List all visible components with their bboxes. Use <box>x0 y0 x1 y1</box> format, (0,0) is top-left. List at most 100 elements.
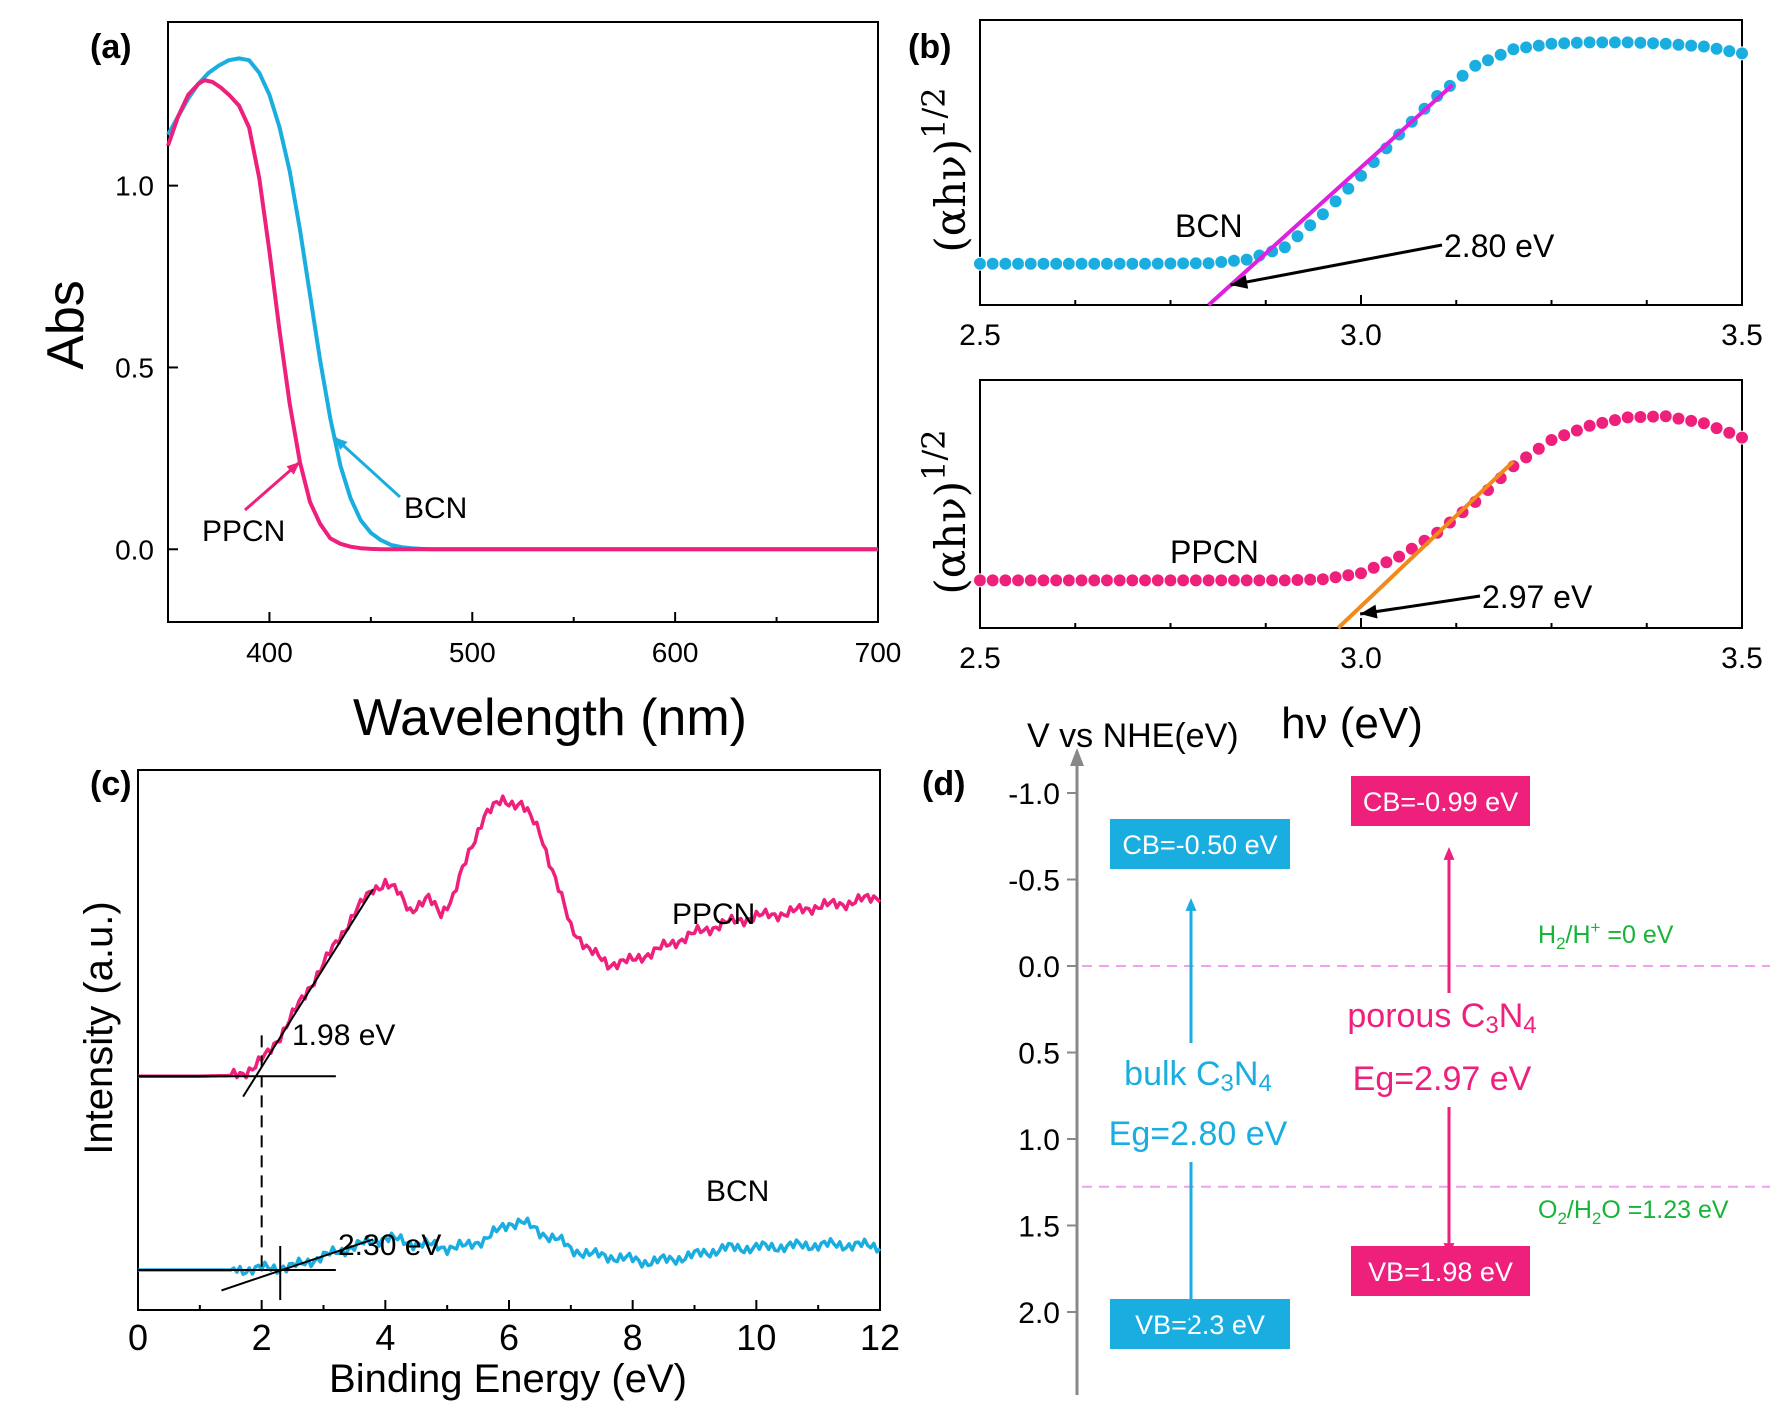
x-tick-label-c: 8 <box>623 1317 643 1358</box>
data-point-ppcn <box>1582 418 1597 433</box>
data-point-ppcn <box>1658 409 1673 424</box>
x-tick-label-c: 4 <box>375 1317 395 1358</box>
data-point-bcn <box>1150 256 1165 271</box>
data-point-bcn <box>1303 218 1318 233</box>
annotation-arrowhead-ppcn <box>286 462 300 475</box>
data-point-bcn <box>1201 256 1216 271</box>
cb-label-1: CB=-0.99 eV <box>1363 787 1518 817</box>
data-point-bcn <box>1163 256 1178 271</box>
annotations-a: BCN PPCN <box>202 436 467 548</box>
band-arrowhead-down-0 <box>1185 1308 1197 1321</box>
band-arrowhead-up-1 <box>1443 847 1455 860</box>
data-point-bcn <box>1125 256 1140 271</box>
data-point-bcn <box>1455 68 1470 83</box>
x-axis-label-a: Wavelength (nm) <box>353 689 747 747</box>
data-point-ppcn <box>1201 573 1216 588</box>
data-point-ppcn <box>1696 416 1711 431</box>
data-point-ppcn <box>1087 573 1102 588</box>
data-point-ppcn <box>1100 573 1114 588</box>
data-point-ppcn <box>1735 430 1749 445</box>
x-tick-label-c: 2 <box>252 1317 272 1358</box>
y-axis-label-c: Intensity (a.u.) <box>77 901 121 1154</box>
fit-line-ppcn <box>1336 459 1515 630</box>
reference-label-o2: O2/H2O =1.23 eV <box>1538 1196 1729 1228</box>
annotation-label-ppcn: PPCN <box>202 515 285 548</box>
label-c-3: 2.30 eV <box>338 1229 441 1262</box>
panel-label-c: (c) <box>90 765 132 803</box>
data-point-bcn <box>1735 46 1749 61</box>
annotation-arrowhead-bcn <box>334 437 348 450</box>
data-point-bcn <box>1290 229 1305 244</box>
data-point-bcn <box>1176 256 1191 271</box>
data-point-ppcn <box>1138 573 1153 588</box>
gap-label-ppcn: 2.97 eV <box>1482 579 1593 615</box>
data-point-ppcn <box>1354 566 1368 581</box>
fit-line-bcn <box>1207 83 1454 307</box>
data-point-ppcn <box>1608 413 1622 428</box>
x-ticks-a: 400 500 600 700 <box>167 612 901 668</box>
material-gap-1: Eg=2.97 eV <box>1353 1060 1532 1098</box>
x-tick-label-a: 500 <box>449 637 496 668</box>
data-point-bcn <box>1468 58 1483 73</box>
x-tick-label-c: 12 <box>860 1317 900 1358</box>
cb-box-1 <box>1351 776 1530 826</box>
data-point-ppcn <box>1392 549 1407 564</box>
data-point-ppcn <box>1633 410 1648 424</box>
data-point-ppcn <box>1290 573 1305 587</box>
data-point-ppcn <box>1176 573 1191 588</box>
x-tick-label-c: 10 <box>736 1317 776 1358</box>
annotation-arrow-bcn <box>333 436 402 499</box>
data-point-ppcn <box>1150 573 1165 588</box>
data-point-ppcn <box>1328 570 1343 585</box>
material-gap-0: Eg=2.80 eV <box>1109 1115 1288 1153</box>
data-point-ppcn <box>1163 573 1178 588</box>
x-tick-label-b: 3.0 <box>1340 642 1382 675</box>
panel-b: (b) 2.5 3.0 3.5 BCN 2.80 eV 2.5 3.0 3.5 PPCN 2.97… <box>908 19 1763 748</box>
data-point-ppcn <box>1569 423 1584 438</box>
data-point-ppcn <box>1061 573 1076 588</box>
data-point-bcn <box>1531 38 1546 53</box>
data-point-ppcn <box>1277 573 1292 588</box>
data-point-bcn <box>1684 38 1699 53</box>
data-point-bcn <box>985 256 1000 271</box>
x-tick-label-b: 2.5 <box>959 319 1001 352</box>
data-point-bcn <box>1608 35 1622 50</box>
x-tick-label-c: 0 <box>128 1317 148 1358</box>
vb-label-1: VB=1.98 eV <box>1368 1257 1513 1287</box>
y-axis-label-b-top: (αhν)1/2 <box>915 87 975 252</box>
panel-label-d: (d) <box>922 765 965 803</box>
data-point-bcn <box>1087 256 1102 271</box>
data-point-bcn <box>1138 256 1153 271</box>
panel-a: (a) 0.0 0.5 1.0 400 500 600 700 BCN PPCN Wavel… <box>37 21 901 747</box>
y-tick-label-d: 2.0 <box>1018 1297 1060 1330</box>
label-c-0: PPCN <box>672 898 755 931</box>
data-point-bcn <box>1112 256 1127 271</box>
data-point-bcn <box>1023 256 1038 271</box>
data-point-bcn <box>1239 252 1254 267</box>
x-tick-label-a: 600 <box>652 637 699 668</box>
cb-label-0: CB=-0.50 eV <box>1122 830 1277 860</box>
data-point-bcn <box>1011 256 1026 271</box>
data-point-bcn <box>1569 35 1584 50</box>
vb-box-1 <box>1351 1246 1530 1296</box>
data-point-ppcn <box>973 573 987 588</box>
data-point-bcn <box>1722 44 1737 59</box>
y-tick-label-d: 1.5 <box>1018 1211 1060 1244</box>
gap-arrowhead-ppcn <box>1360 604 1378 619</box>
y-tick-label-a: 0.0 <box>115 534 154 565</box>
y-axis-label-b-bottom: (αhν)1/2 <box>915 429 975 594</box>
data-point-bcn <box>1506 42 1521 57</box>
data-point-ppcn <box>1227 573 1241 588</box>
data-point-bcn <box>1049 256 1064 271</box>
x-axis-label-c: Binding Energy (eV) <box>329 1357 687 1401</box>
y-tick-label-d: 1.0 <box>1018 1124 1060 1157</box>
data-point-ppcn <box>1074 573 1089 588</box>
data-point-ppcn <box>1709 421 1724 436</box>
data-point-bcn <box>1519 40 1534 55</box>
series-line-bcn <box>138 1216 882 1276</box>
data-point-ppcn <box>1379 555 1394 570</box>
data-point-bcn <box>973 256 987 271</box>
annotation-label-bcn: BCN <box>404 492 467 525</box>
y-tick-label-d: -1.0 <box>1008 778 1060 811</box>
x-axis-label-b: hν (eV) <box>1281 699 1423 748</box>
